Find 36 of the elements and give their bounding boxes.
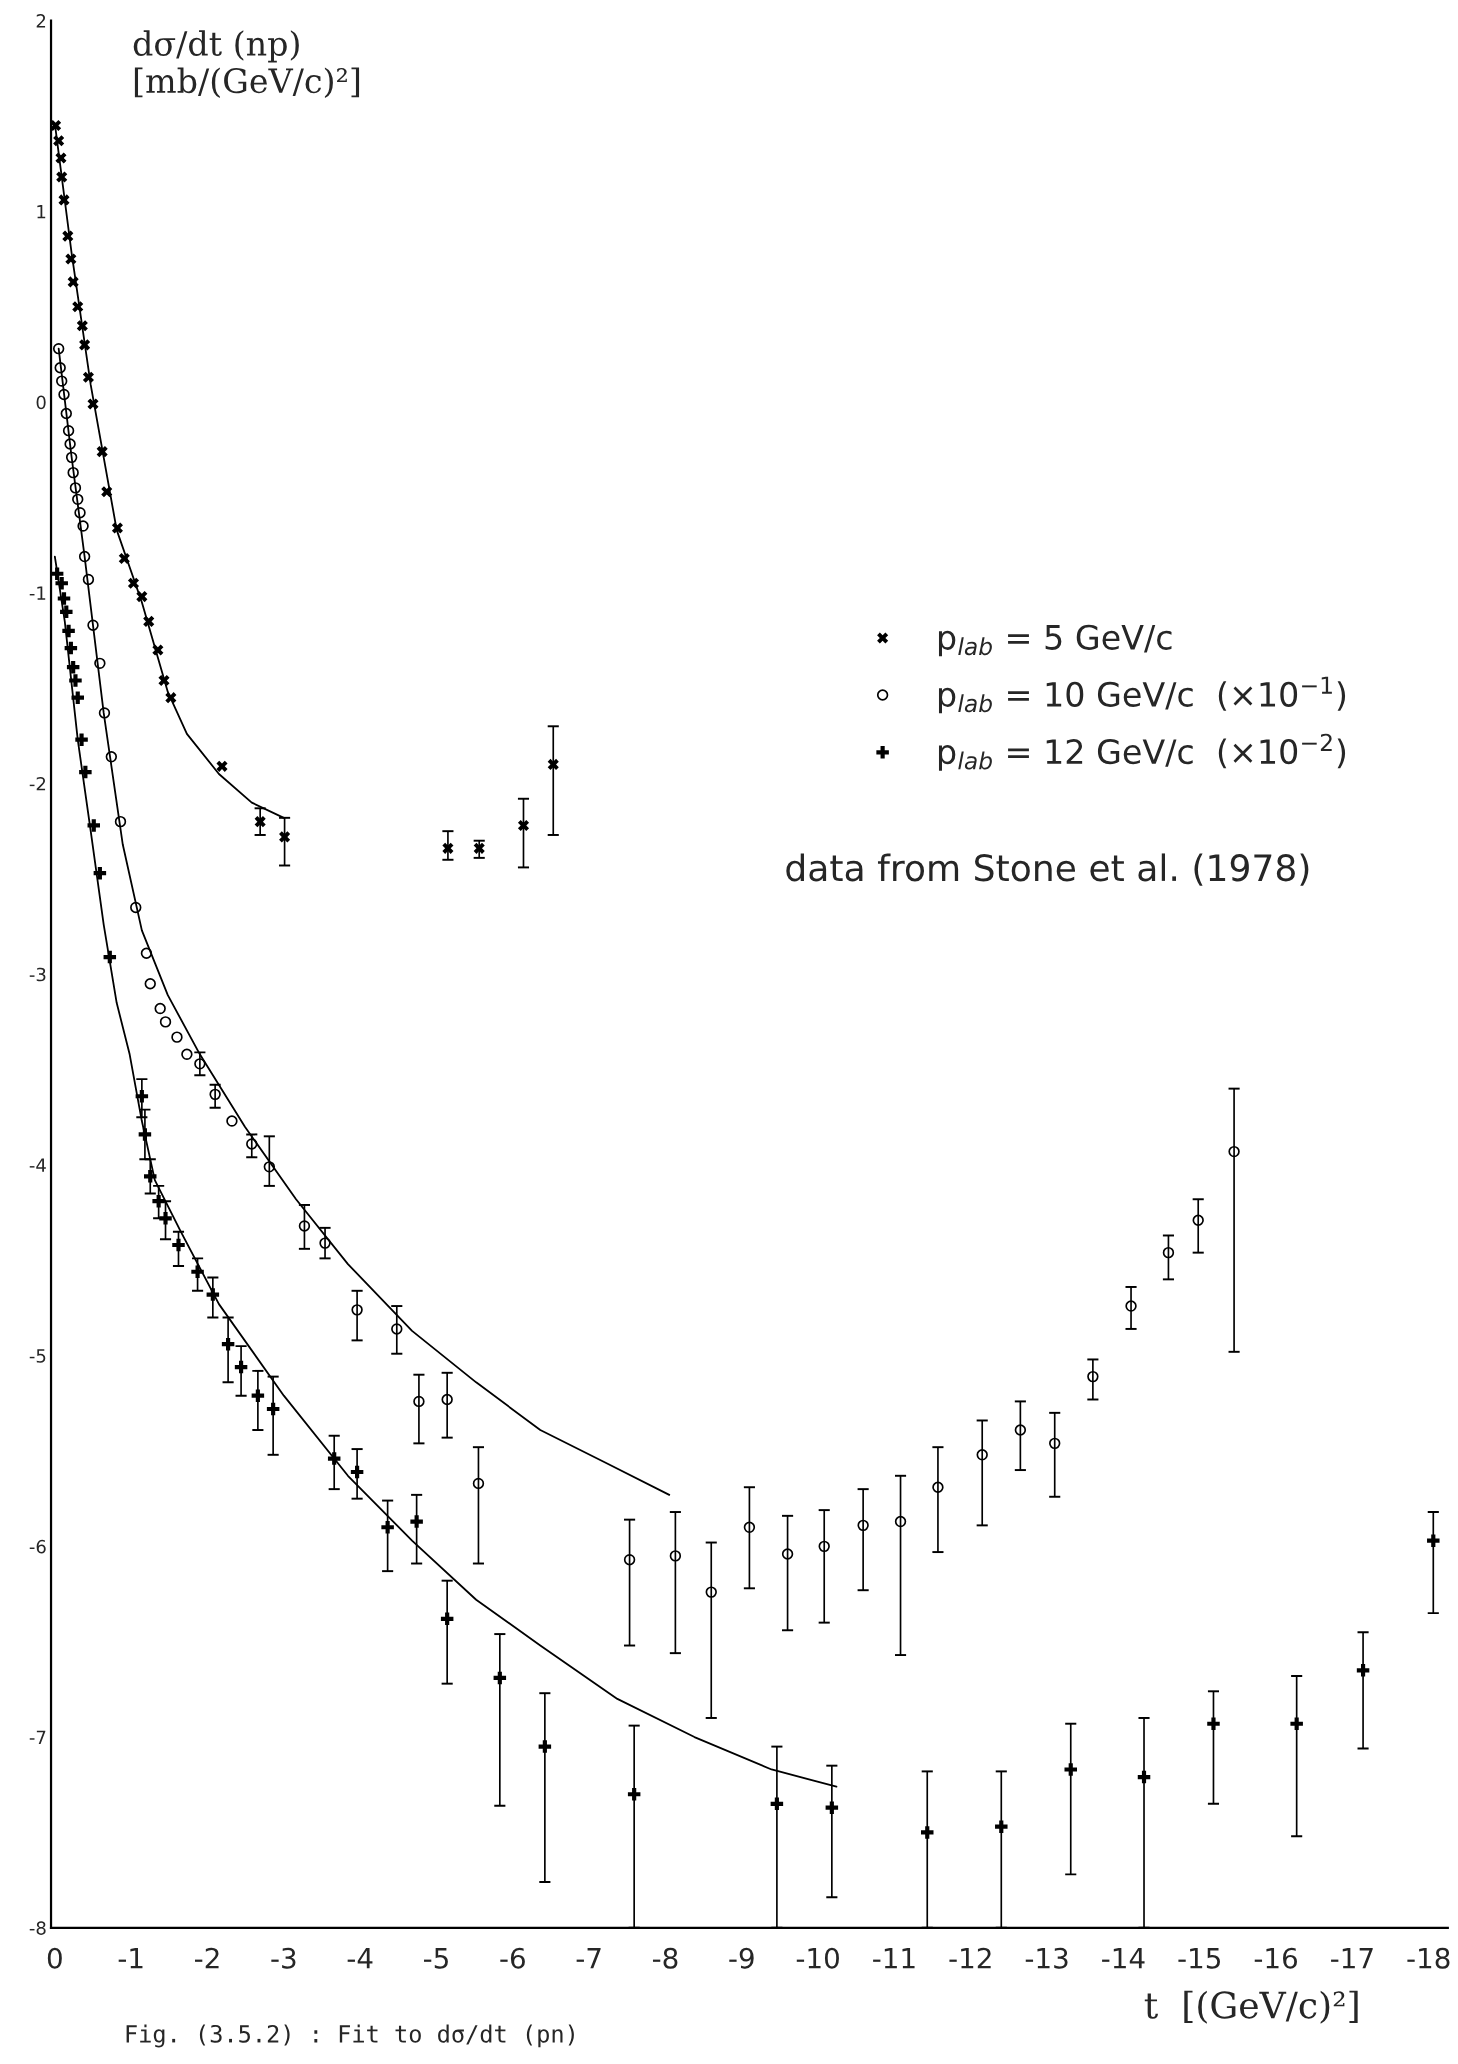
x-tick-label: -17 [1331, 1948, 1373, 1969]
x-tick-label: -13 [1025, 1947, 1068, 1969]
y-tick-label: 0 [36, 395, 46, 410]
y-axis-title: dσ/dt (np) [mb/(GeV/c)²] [133, 30, 360, 99]
y-tick-label: -5 [29, 1349, 46, 1363]
x-tick-label: -10 [796, 1947, 839, 1969]
y-tick-label: 1 [37, 205, 46, 219]
x-tick-label: -14 [1102, 1948, 1145, 1969]
text: Fig. (3.5.2) : Fit to dσ/dt (pn) [126, 2024, 574, 2048]
legend-label: p$_{lab}$ = 5 GeV/c [938, 624, 1172, 657]
x-tick-label: -3 [271, 1947, 296, 1969]
y-tick-label: -8 [29, 1921, 46, 1935]
y-tick-label: -4 [29, 1158, 46, 1172]
x-tick-label: -5 [423, 1948, 448, 1969]
x-tick-label: -16 [1254, 1947, 1297, 1969]
x-tick-label: -12 [949, 1947, 991, 1969]
y-tick-label: -7 [29, 1730, 46, 1744]
x-axis-title: t [(GeV/c)²] [1144, 1990, 1358, 2024]
legend-label: p$_{lab}$ = 10 GeV/c (×10$^{−1}$) [938, 676, 1346, 714]
x-tick-label: -6 [500, 1947, 525, 1969]
annotation: data from Stone et al. (1978) [786, 853, 1309, 886]
x-tick-label: -4 [347, 1948, 373, 1969]
x-tick-label: -18 [1407, 1947, 1450, 1969]
x-tick-label: -7 [576, 1948, 601, 1969]
y-tick-label: -2 [29, 776, 46, 791]
x-tick-label: -9 [729, 1947, 754, 1969]
legend-label: p$_{lab}$ = 12 GeV/c (×10$^{−2}$) [938, 733, 1346, 771]
x-tick-label: -15 [1178, 1948, 1220, 1969]
y-tick-label: 2 [36, 14, 46, 28]
x-tick-label: -11 [873, 1948, 915, 1969]
y-tick-label: -6 [29, 1539, 46, 1554]
x-tick-label: -8 [652, 1947, 678, 1969]
y-tick-label: -3 [29, 967, 46, 982]
x-tick-label: -1 [118, 1948, 143, 1969]
y-tick-label: -1 [29, 586, 46, 600]
x-tick-label: -2 [195, 1947, 219, 1969]
